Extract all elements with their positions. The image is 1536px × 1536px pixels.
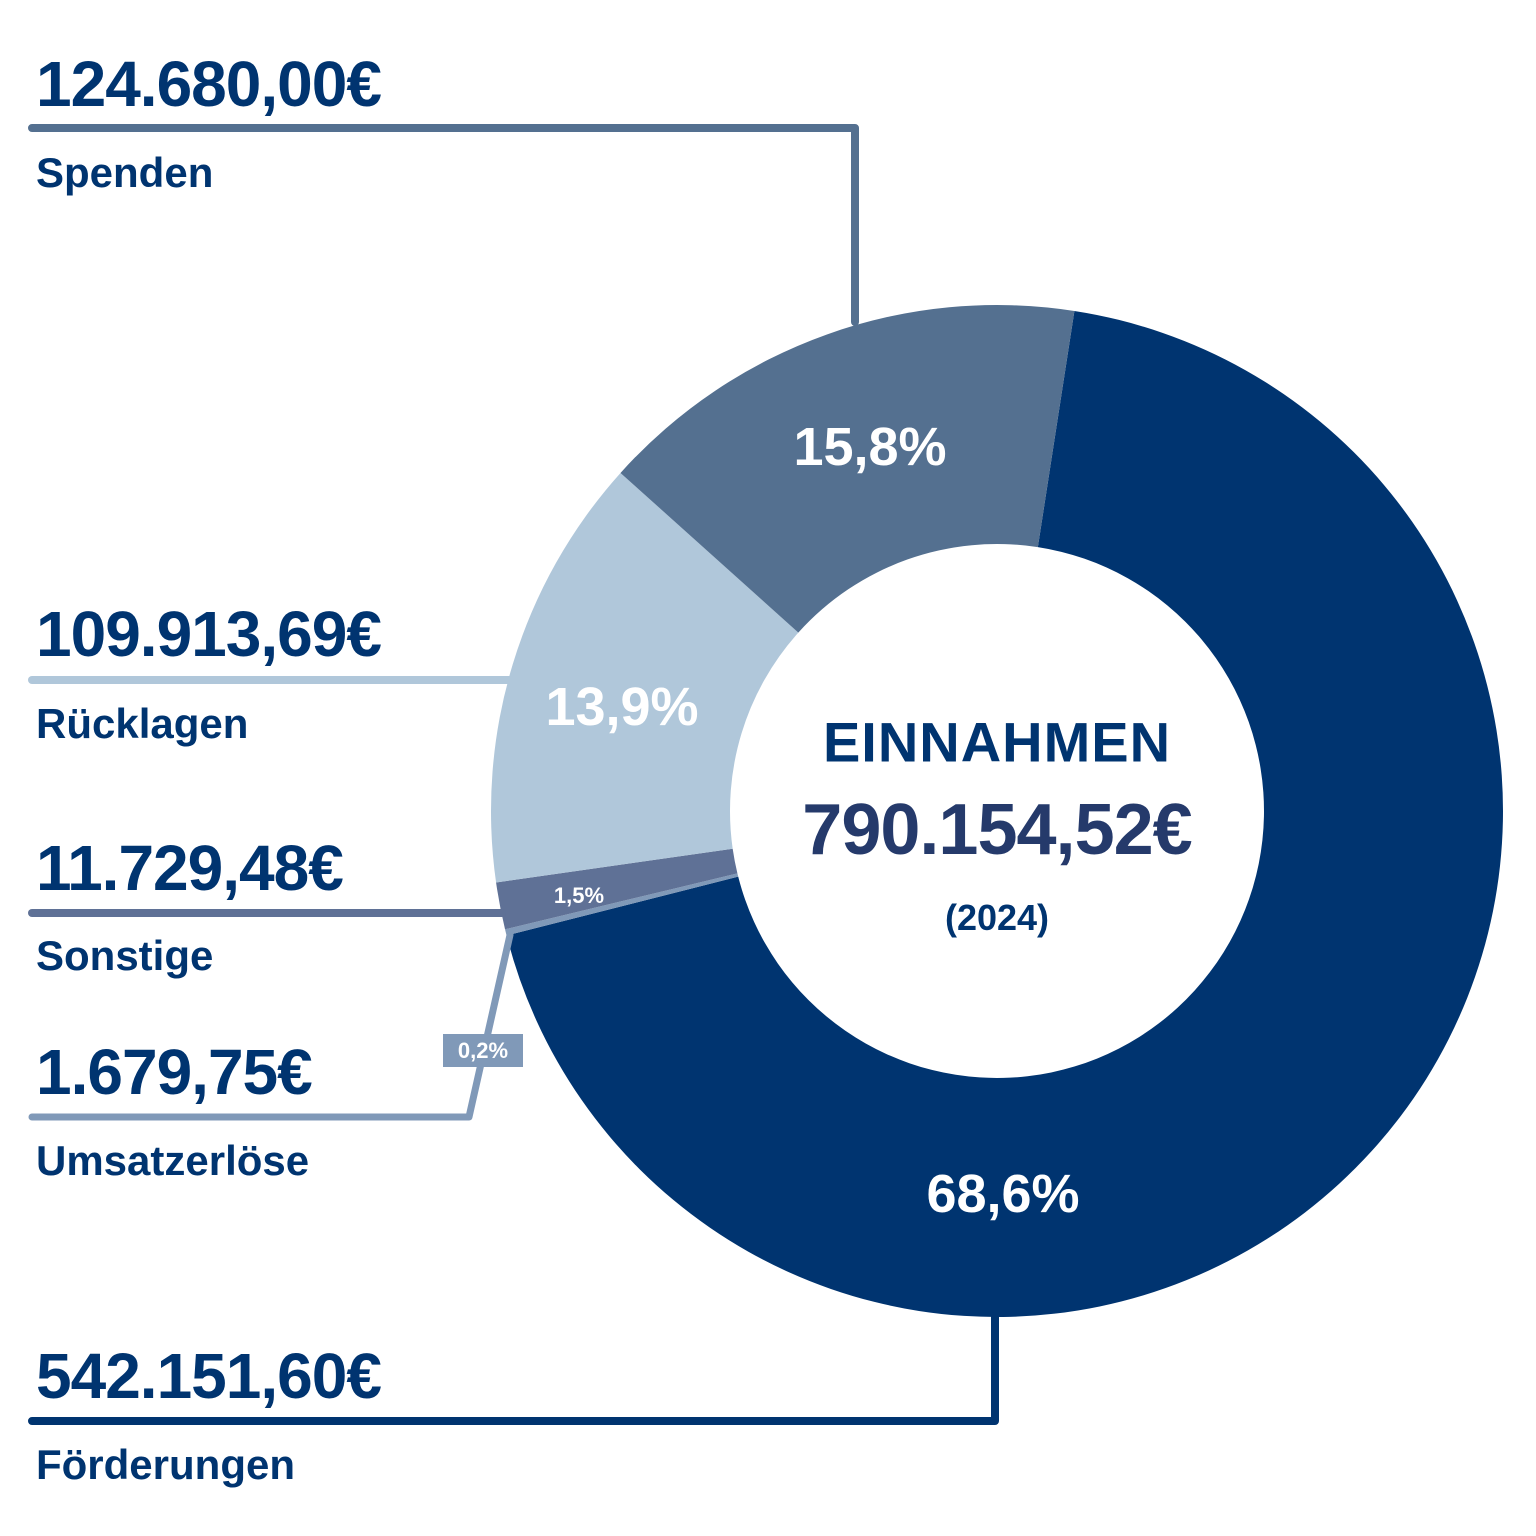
center-title: EINNAHMEN (822, 710, 1172, 774)
sonstige-percentage: 1,5% (553, 883, 605, 908)
foerderungen-amount: 542.151,60€ (36, 1340, 382, 1412)
foerderungen-label: Förderungen (36, 1441, 295, 1488)
umsatzerloese-percentage-badge: 0,2% (443, 1034, 523, 1067)
foerderungen-slice (506, 310, 1504, 1318)
donut-slices (490, 305, 1504, 1318)
sonstige-amount: 11.729,48€ (36, 832, 344, 904)
spenden-percentage: 15,8% (793, 417, 947, 477)
umsatzerloese-label: Umsatzerlöse (36, 1137, 310, 1184)
umsatzerloese-amount: 1.679,75€ (36, 1036, 313, 1108)
spenden-leader-line (28, 124, 859, 326)
ruecklagen-label: Rücklagen (36, 700, 249, 747)
spenden-label: Spenden (36, 149, 214, 196)
ruecklagen-percentage: 13,9% (545, 677, 699, 737)
spenden-amount: 124.680,00€ (36, 48, 382, 120)
umsatzerloese-slice (505, 873, 739, 936)
spenden-slice (620, 305, 1075, 633)
center-total: 790.154,52€ (802, 790, 1192, 870)
foerderungen-leader-line (28, 1312, 999, 1425)
foerderungen-percentage: 68,6% (926, 1164, 1080, 1224)
umsatzerloese-leader-line (28, 931, 514, 1121)
center-year: (2024) (944, 897, 1050, 938)
sonstige-slice (496, 848, 738, 930)
ruecklagen-slice (490, 472, 799, 883)
ruecklagen-amount: 109.913,69€ (36, 598, 382, 670)
sonstige-label: Sonstige (36, 932, 214, 979)
